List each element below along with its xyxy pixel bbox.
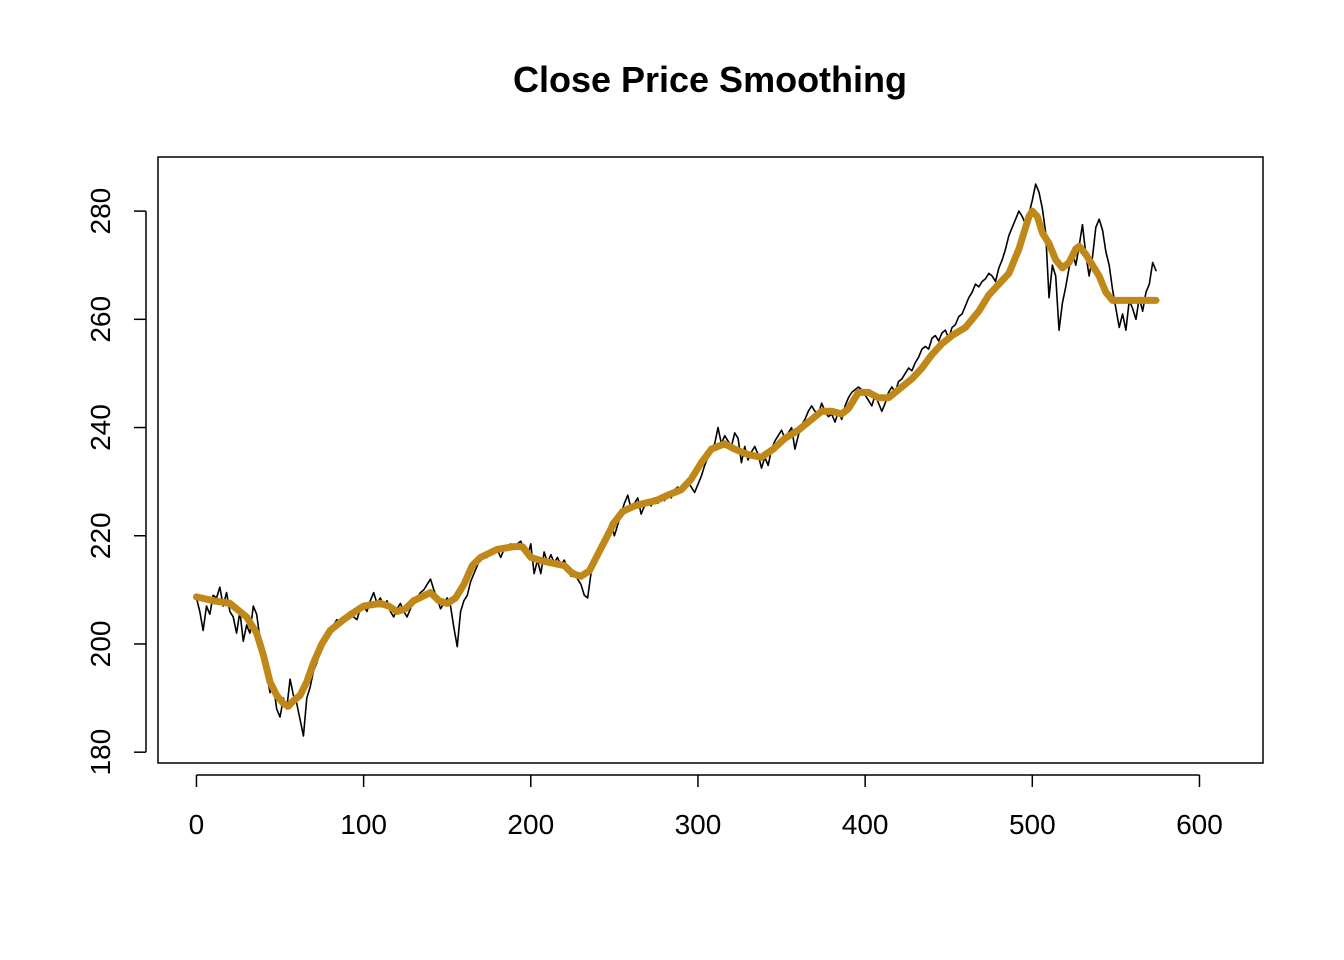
x-tick-label: 600 (1176, 809, 1223, 840)
y-tick-label: 200 (85, 621, 116, 668)
y-tick-label: 280 (85, 188, 116, 235)
x-tick-label: 300 (675, 809, 722, 840)
plot-area-frame (157, 156, 1264, 764)
y-tick-label: 180 (85, 729, 116, 776)
y-tick-label: 240 (85, 404, 116, 451)
x-axis: 0 100 200 300 400 500 600 (189, 774, 1223, 840)
x-tick-label: 500 (1009, 809, 1056, 840)
x-tick-label: 100 (340, 809, 387, 840)
y-tick-label: 260 (85, 296, 116, 343)
x-tick-label: 400 (842, 809, 889, 840)
chart-title: Close Price Smoothing (513, 59, 907, 100)
y-axis: 180 200 220 240 260 280 (85, 188, 147, 776)
series-layer (192, 183, 1160, 737)
x-tick-label: 200 (507, 809, 554, 840)
y-tick-label: 220 (85, 512, 116, 559)
x-tick-label: 0 (189, 809, 205, 840)
smoothed-price-line (192, 207, 1160, 710)
